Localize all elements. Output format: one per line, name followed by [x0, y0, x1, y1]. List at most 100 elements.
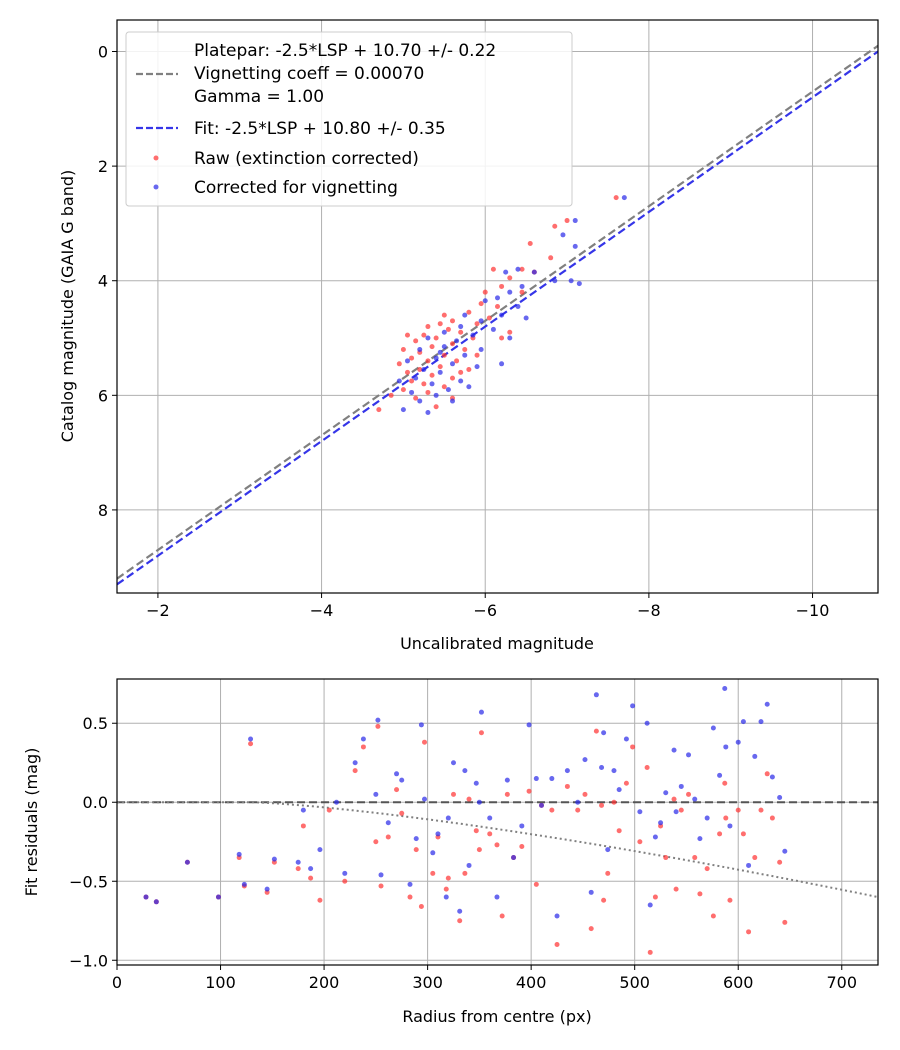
data-point — [549, 807, 555, 813]
data-point — [478, 318, 484, 324]
data-point — [470, 332, 476, 338]
data-point — [473, 828, 479, 834]
data-point — [433, 404, 439, 410]
data-point — [378, 883, 384, 889]
series-corrected — [396, 195, 627, 416]
x-tick-label: 300 — [412, 973, 443, 992]
data-point — [184, 859, 190, 865]
x-tick-label: 700 — [826, 973, 857, 992]
data-point — [727, 897, 733, 903]
data-point — [474, 321, 480, 327]
data-point — [300, 823, 306, 829]
bottom-plot: 0 100 200 300 400 500 600 700 0.5 0.0 −0.5 −1.0 Ra… — [22, 678, 879, 1026]
data-point — [533, 776, 539, 782]
data-point — [462, 352, 468, 358]
data-point — [539, 802, 545, 808]
top-fit-lines — [117, 44, 878, 586]
data-point — [466, 367, 472, 373]
data-point — [764, 771, 770, 777]
data-point — [373, 839, 379, 845]
data-point — [494, 842, 500, 848]
data-point — [413, 375, 419, 381]
data-point — [515, 304, 521, 309]
data-point — [704, 815, 710, 821]
data-point — [533, 881, 539, 887]
data-point — [143, 894, 149, 900]
data-point — [449, 361, 455, 367]
data-point — [515, 266, 521, 272]
data-point — [601, 897, 607, 903]
data-point — [710, 913, 716, 919]
data-point — [740, 719, 746, 725]
data-point — [519, 289, 525, 295]
data-point — [752, 855, 758, 861]
data-point — [326, 807, 332, 813]
x-tick-label: 500 — [619, 973, 650, 992]
data-point — [413, 836, 419, 842]
data-point — [441, 344, 447, 350]
data-point — [352, 760, 358, 766]
y-tick-label: −0.5 — [69, 872, 108, 891]
data-point — [511, 855, 517, 861]
data-point — [435, 831, 441, 837]
data-point — [616, 787, 622, 793]
data-point — [599, 802, 605, 808]
data-point — [576, 281, 582, 287]
data-point — [445, 387, 451, 393]
data-point — [769, 774, 775, 780]
data-point — [722, 780, 728, 786]
data-point — [360, 744, 366, 750]
x-tick-label: −10 — [796, 601, 830, 620]
data-point — [697, 891, 703, 897]
data-point — [413, 847, 419, 853]
data-point — [215, 894, 221, 900]
data-point — [458, 378, 464, 384]
data-point — [474, 352, 480, 358]
data-point — [526, 788, 532, 794]
data-point — [735, 807, 741, 813]
data-point — [342, 870, 348, 876]
legend-platepar-label-line-3: Gamma = 1.00 — [194, 87, 324, 107]
bottom-y-axis-label: Fit residuals (mag) — [22, 748, 41, 897]
legend-raw-label: Raw (extinction corrected) — [194, 149, 419, 169]
data-point — [437, 321, 443, 327]
data-point — [519, 823, 525, 829]
data-point — [507, 275, 513, 281]
data-point — [413, 395, 419, 401]
bottom-scatter-points — [143, 685, 788, 955]
data-point — [421, 367, 427, 373]
bottom-grid — [116, 679, 878, 965]
y-tick-label: 2 — [98, 157, 108, 176]
data-point — [478, 709, 484, 715]
y-tick-label: 6 — [98, 386, 108, 405]
data-point — [782, 919, 788, 925]
data-point — [554, 941, 560, 947]
data-point — [777, 859, 783, 865]
series-corrected — [143, 685, 788, 919]
data-point — [437, 349, 443, 355]
data-point — [317, 847, 323, 853]
data-point — [623, 780, 629, 786]
data-point — [671, 796, 677, 802]
data-point — [582, 757, 588, 763]
data-point — [519, 843, 525, 849]
data-point — [425, 335, 431, 341]
data-point — [621, 195, 627, 201]
data-point — [782, 848, 788, 854]
data-point — [673, 886, 679, 892]
data-point — [704, 866, 710, 872]
data-point — [248, 741, 254, 747]
data-point — [630, 744, 636, 750]
data-point — [433, 392, 439, 398]
data-point — [421, 381, 427, 387]
data-point — [308, 866, 314, 872]
data-point — [445, 875, 451, 881]
data-point — [457, 918, 463, 924]
top-x-axis-label: Uncalibrated magnitude — [400, 634, 594, 653]
data-point — [421, 332, 427, 338]
data-point — [740, 831, 746, 837]
data-point — [486, 315, 492, 321]
data-point — [399, 810, 405, 816]
data-point — [385, 834, 391, 840]
data-point — [417, 398, 423, 404]
